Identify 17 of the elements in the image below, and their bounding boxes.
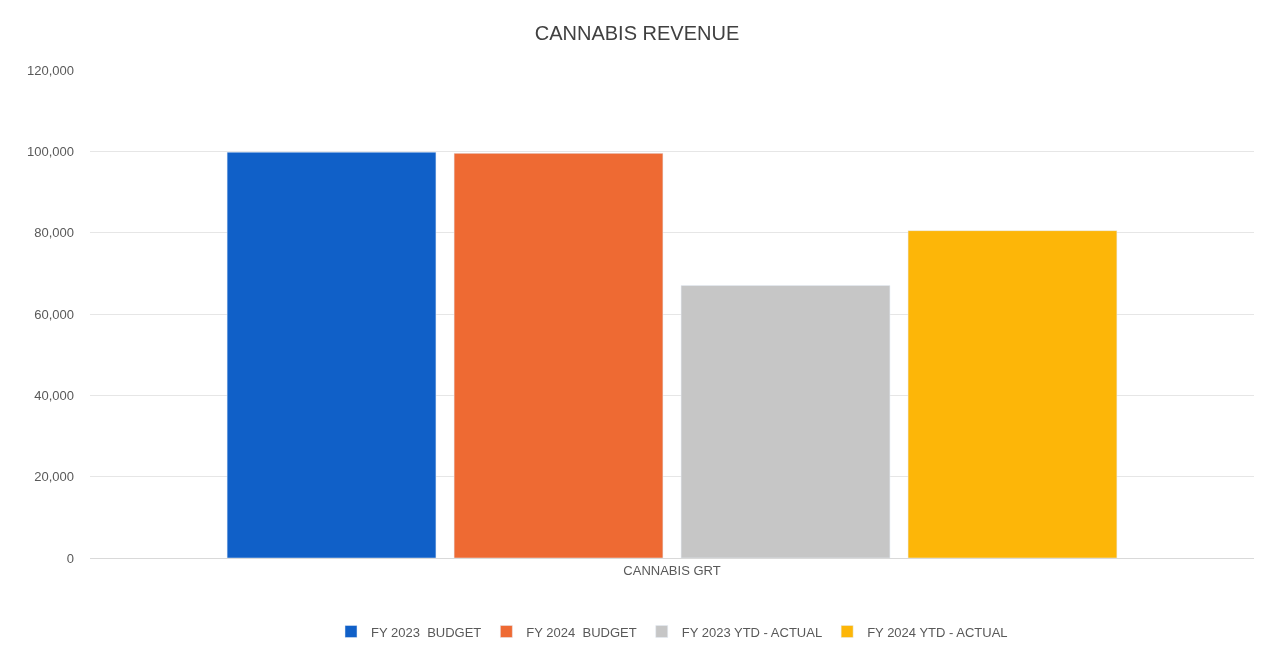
chart-title: CANNABIS REVENUE [534, 22, 740, 45]
y-tick-label: 0 [66, 550, 74, 566]
y-tick-label: 120,000 [27, 62, 74, 78]
legend-label: FY 2024 BUDGET [526, 624, 637, 640]
bar [453, 153, 664, 558]
legend-label: FY 2024 YTD - ACTUAL [867, 624, 1008, 640]
y-tick-label: 60,000 [34, 306, 74, 322]
x-tick-label: CANNABIS GRT [623, 562, 721, 578]
bar [226, 151, 437, 558]
y-tick-label: 80,000 [34, 225, 74, 241]
legend-label: FY 2023 YTD - ACTUAL [681, 624, 823, 640]
y-tick-label: 20,000 [34, 469, 74, 485]
y-tick-label: 40,000 [34, 387, 74, 403]
y-tick-label: 100,000 [27, 143, 74, 159]
bar [680, 285, 891, 558]
bar [907, 230, 1118, 558]
legend-label: FY 2023 BUDGET [371, 624, 482, 640]
